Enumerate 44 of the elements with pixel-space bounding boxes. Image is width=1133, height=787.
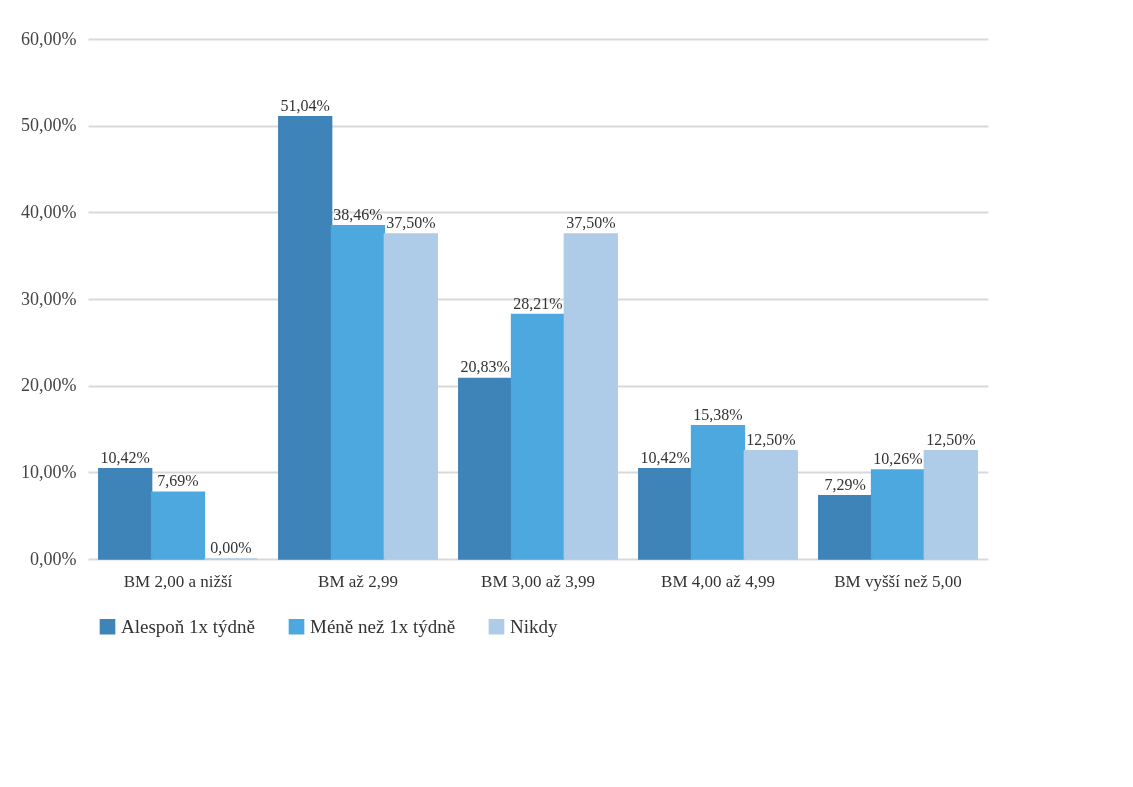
x-tick-label: BM vyšší než 5,00	[834, 571, 962, 591]
x-tick-label: BM 4,00 až 4,99	[661, 571, 775, 591]
bar	[638, 467, 693, 560]
data-label: 37,50%	[566, 214, 616, 231]
bar	[98, 467, 153, 560]
y-tick-label: 30,00%	[21, 288, 77, 309]
y-tick-label: 0,00%	[30, 548, 77, 569]
data-label: 12,50%	[746, 430, 796, 448]
bar	[870, 469, 926, 560]
bar	[150, 491, 206, 560]
bar	[383, 233, 438, 560]
y-tick-label: 40,00%	[21, 201, 77, 222]
data-label: 38,46%	[333, 205, 383, 223]
data-label: 7,69%	[157, 472, 199, 490]
legend-label: Méně než 1x týdně	[310, 615, 456, 637]
data-label: 37,50%	[386, 214, 436, 231]
data-label: 10,26%	[873, 450, 923, 468]
data-label: 10,42%	[640, 448, 690, 466]
data-label: 51,04%	[280, 96, 330, 114]
y-tick-label: 20,00%	[21, 375, 77, 396]
bar	[818, 495, 873, 560]
bar	[743, 449, 798, 560]
data-label: 28,21%	[513, 294, 563, 312]
y-tick-label: 60,00%	[21, 28, 77, 49]
bar	[278, 115, 333, 560]
y-tick-label: 50,00%	[21, 115, 77, 136]
x-tick-label: BM 2,00 a nižší	[123, 571, 233, 591]
bar	[330, 224, 386, 560]
data-label: 10,42%	[100, 448, 150, 466]
bar	[510, 313, 566, 560]
legend-label: Alespoň 1x týdně	[121, 615, 256, 637]
data-label: 20,83%	[460, 358, 510, 376]
legend-label: Nikdy	[510, 615, 558, 637]
bar	[563, 233, 618, 560]
bar	[458, 377, 513, 560]
data-label: 7,29%	[824, 475, 866, 493]
data-label: 0,00%	[210, 539, 252, 556]
bar	[690, 424, 746, 560]
data-label: 15,38%	[693, 405, 743, 423]
x-tick-label: BM až 2,99	[318, 571, 398, 591]
data-label: 12,50%	[926, 430, 976, 448]
bar	[923, 449, 978, 560]
y-tick-label: 10,00%	[21, 461, 77, 482]
x-tick-label: BM 3,00 až 3,99	[481, 571, 595, 591]
